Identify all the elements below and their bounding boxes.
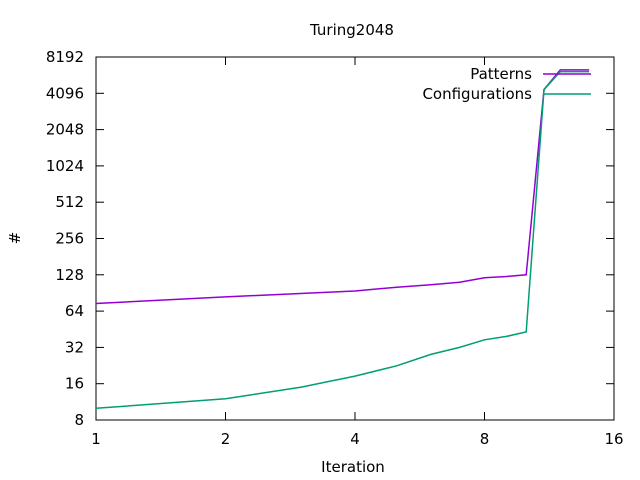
chart-title: Turing2048 <box>309 21 394 39</box>
y-tick-label: 32 <box>65 338 84 356</box>
legend-label-configurations: Configurations <box>422 85 532 103</box>
x-axis-title: Iteration <box>321 458 385 476</box>
y-tick-label: 8192 <box>46 48 84 66</box>
y-tick-label: 2048 <box>46 121 84 139</box>
x-tick-label: 16 <box>604 430 623 448</box>
y-tick-label: 16 <box>65 375 84 393</box>
y-tick-label: 1024 <box>46 157 84 175</box>
y-tick-label: 256 <box>55 230 84 248</box>
x-tick-label: 8 <box>480 430 490 448</box>
y-tick-label: 128 <box>55 266 84 284</box>
x-tick-label: 2 <box>221 430 231 448</box>
series-line-patterns <box>95 69 590 305</box>
x-axis: 1 2 4 8 16 <box>91 57 624 448</box>
legend-label-patterns: Patterns <box>470 65 532 83</box>
y-tick-label: 8 <box>74 411 84 429</box>
y-tick-label: 4096 <box>46 84 84 102</box>
series-lines <box>95 69 590 410</box>
x-tick-label: 4 <box>350 430 360 448</box>
y-tick-label: 512 <box>55 193 84 211</box>
y-axis: 8 16 32 64 128 256 512 1024 2048 4096 8192 <box>46 48 614 429</box>
x-tick-label: 1 <box>91 430 101 448</box>
plot-frame <box>95 56 615 421</box>
y-tick-label: 64 <box>65 302 84 320</box>
legend: Patterns Configurations <box>422 65 591 103</box>
y-axis-title: # <box>6 232 24 245</box>
series-line-configurations <box>95 70 590 410</box>
